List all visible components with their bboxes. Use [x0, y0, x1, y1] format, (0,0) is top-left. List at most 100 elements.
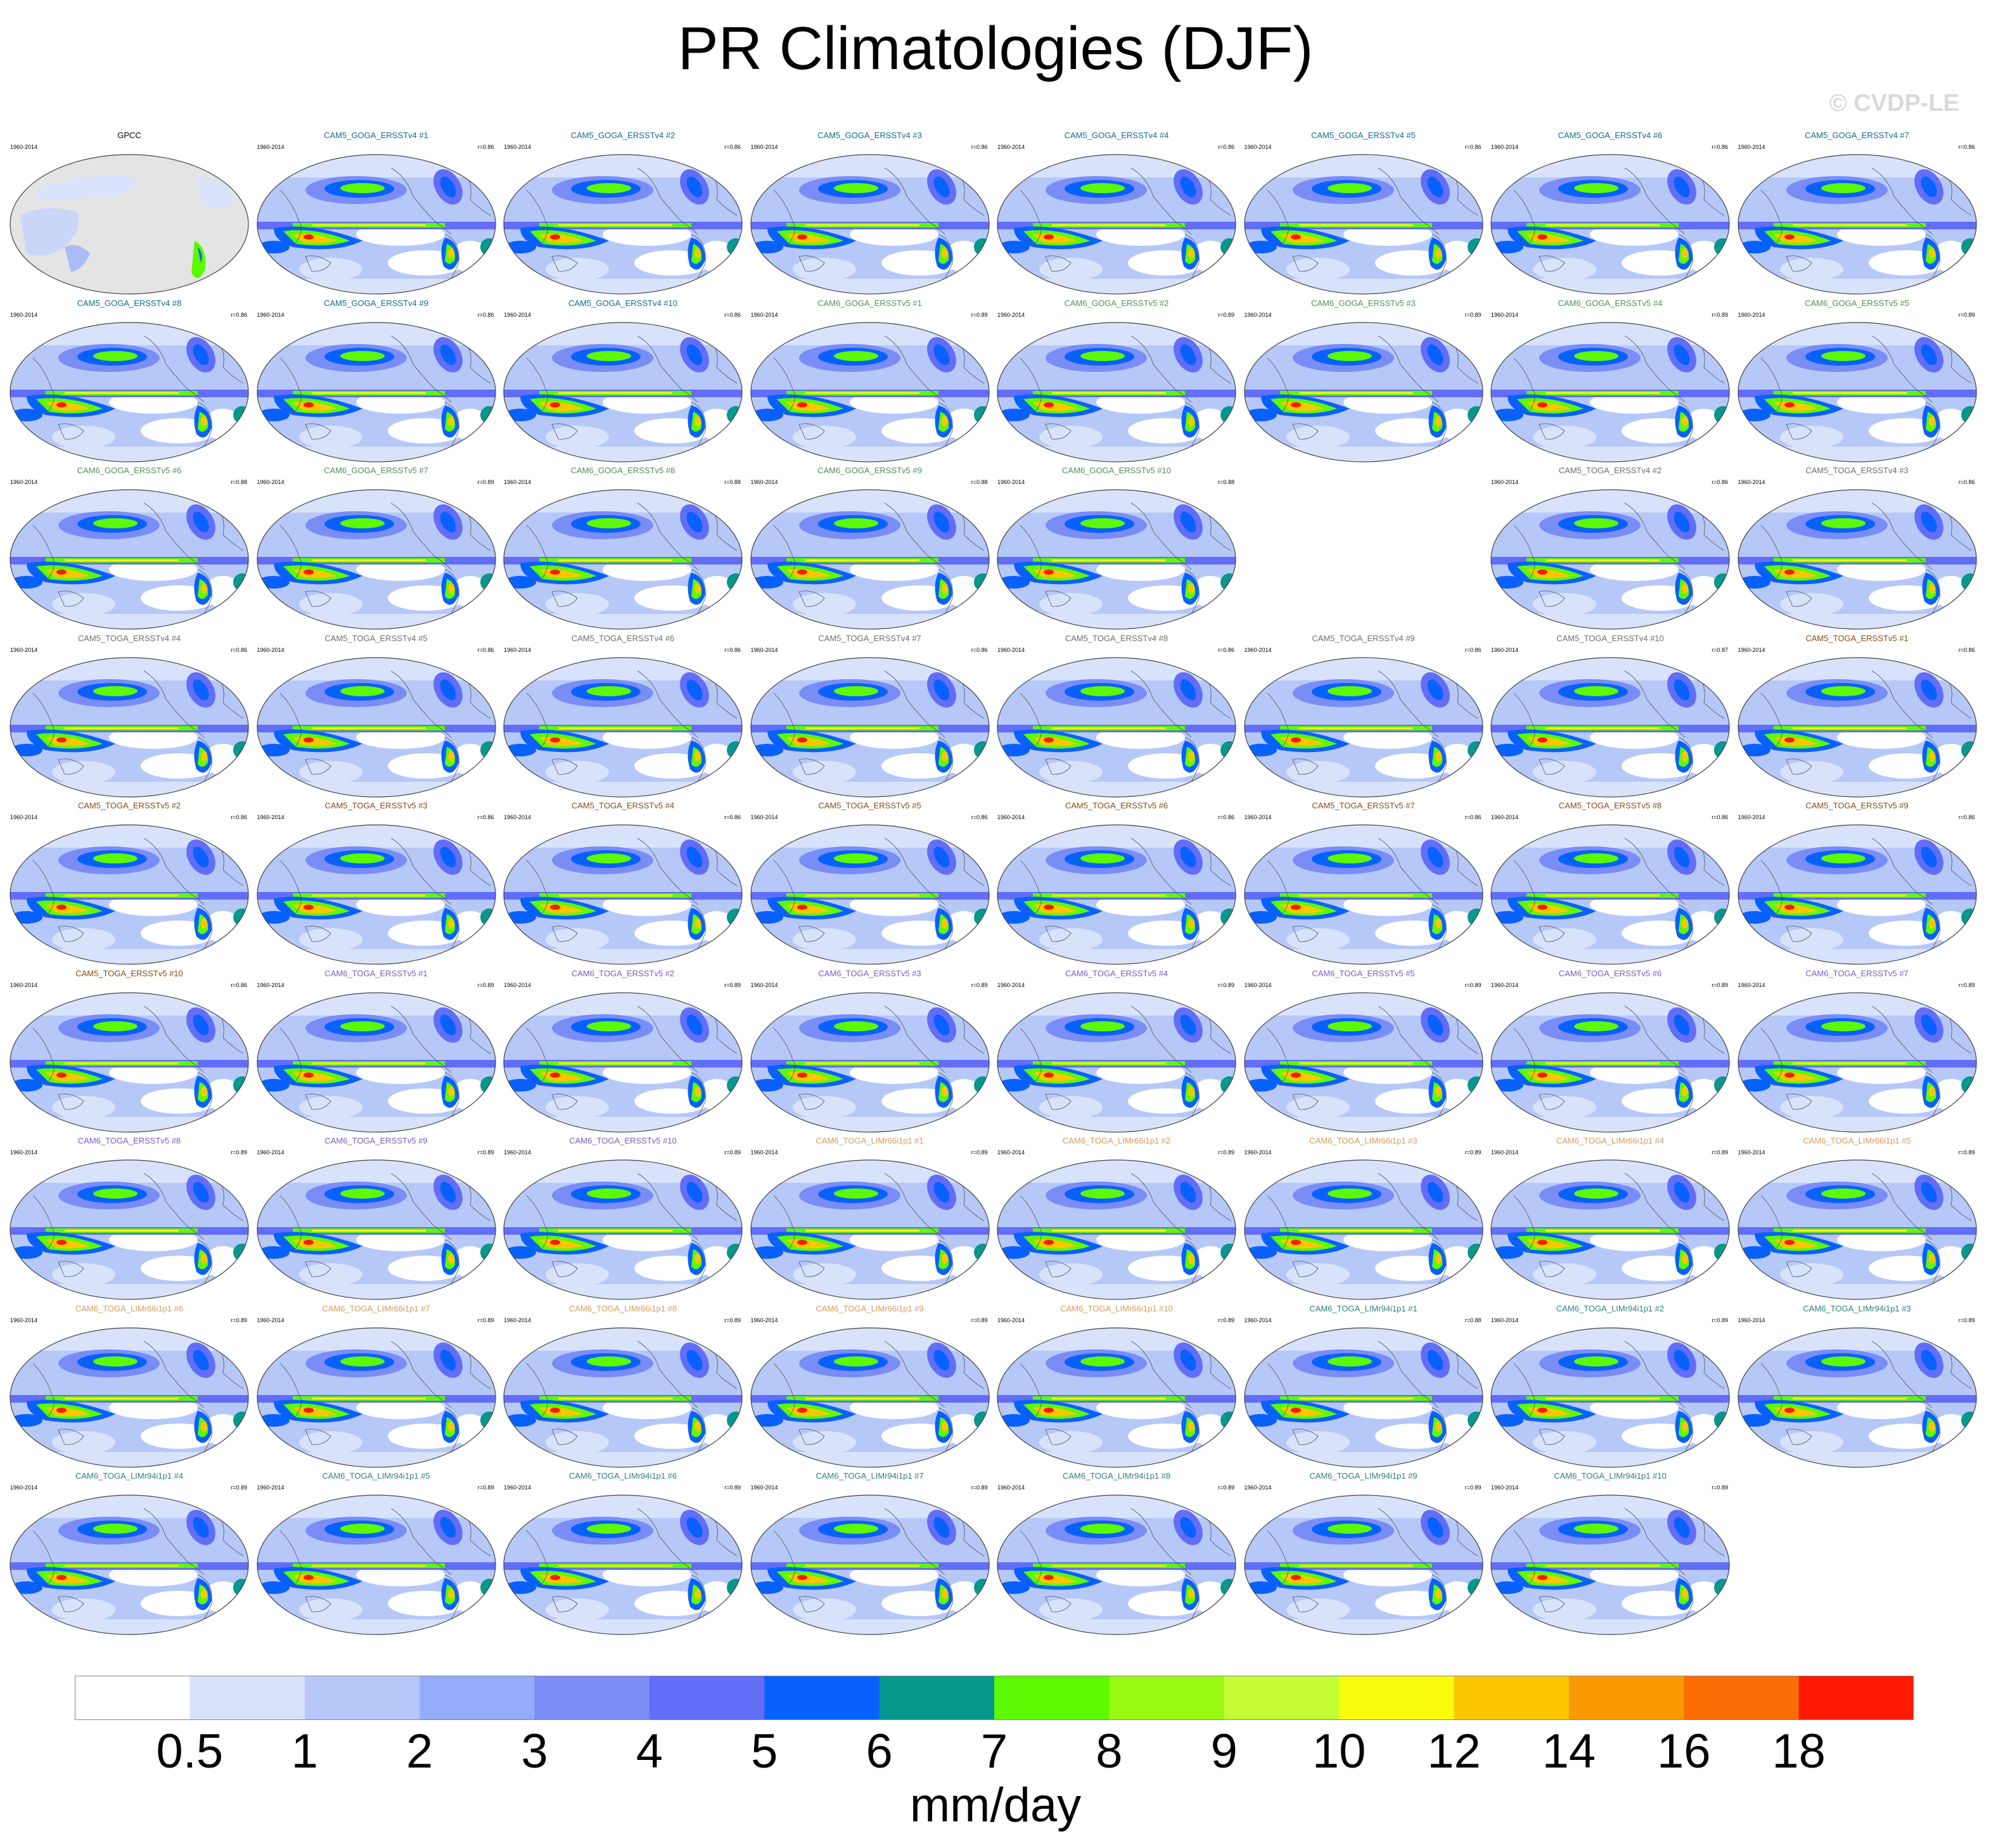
panel-title: CAM6_TOGA_ERSSTv5 #4 [1065, 968, 1168, 978]
colorbar [75, 1676, 1914, 1720]
panel-title: CAM6_GOGA_ERSSTv5 #1 [817, 298, 922, 308]
robinson-map [1737, 1159, 1977, 1300]
robinson-map [10, 1327, 249, 1468]
model-map-panel: CAM5_GOGA_ERSSTv4 #10 1960-2014 r=0.86 [501, 298, 745, 464]
model-map-panel: CAM5_TOGA_ERSSTv5 #2 1960-2014 r=0.86 [8, 801, 251, 967]
model-map-panel: CAM5_GOGA_ERSSTv4 #1 1960-2014 r=0.86 [255, 131, 498, 296]
panel-title: CAM5_GOGA_ERSSTv4 #7 [1805, 131, 1909, 140]
panel-correlation: r=0.88 [231, 479, 247, 485]
panel-years: 1960-2014 [1491, 144, 1519, 150]
panel-years: 1960-2014 [750, 311, 778, 318]
panel-correlation: r=0.89 [477, 479, 494, 485]
model-map-panel: CAM5_TOGA_ERSSTv4 #2 1960-2014 r=0.86 [1488, 466, 1732, 632]
robinson-map [1490, 1159, 1730, 1300]
panel-correlation: r=0.86 [1712, 814, 1728, 820]
panel-correlation: r=0.88 [724, 479, 741, 485]
panel-title: CAM6_TOGA_LIMr94i1p1 #6 [568, 1471, 677, 1481]
model-map-panel: CAM6_TOGA_LIMr66i1p1 #6 1960-2014 r=0.89 [8, 1304, 251, 1470]
robinson-map [503, 1159, 743, 1300]
model-map-panel: CAM6_TOGA_ERSSTv5 #5 1960-2014 r=0.89 [1242, 969, 1485, 1135]
model-map-panel: CAM6_TOGA_LIMr66i1p1 #2 1960-2014 r=0.89 [995, 1136, 1238, 1302]
colorbar-tick-label: 14 [1542, 1724, 1596, 1778]
colorbar-tick-label: 18 [1772, 1724, 1826, 1778]
model-map-panel: CAM5_GOGA_ERSSTv4 #8 1960-2014 r=0.86 [8, 298, 251, 464]
panel-correlation: r=0.86 [724, 646, 741, 653]
page-title: PR Climatologies (DJF) [677, 15, 1314, 82]
model-map-panel: CAM5_TOGA_ERSSTv4 #9 1960-2014 r=0.86 [1242, 634, 1485, 800]
model-map-panel: CAM6_GOGA_ERSSTv5 #8 1960-2014 r=0.88 [501, 466, 745, 632]
robinson-map [503, 489, 743, 630]
panel-years: 1960-2014 [10, 144, 38, 150]
model-map-panel: CAM5_TOGA_ERSSTv5 #1 1960-2014 r=0.86 [1736, 634, 1979, 800]
panel-correlation: r=0.89 [1464, 1149, 1482, 1156]
model-map-panel: CAM6_TOGA_ERSSTv5 #9 1960-2014 r=0.89 [255, 1136, 498, 1302]
panel-correlation: r=0.86 [1712, 144, 1728, 150]
panel-years: 1960-2014 [750, 1316, 778, 1323]
model-map-panel: CAM6_TOGA_LIMr66i1p1 #9 1960-2014 r=0.89 [748, 1304, 992, 1470]
panel-years: 1960-2014 [750, 479, 778, 485]
panel-title: CAM5_TOGA_ERSSTv5 #5 [818, 801, 921, 810]
colorbar-swatch [1684, 1676, 1800, 1720]
model-map-panel: CAM6_GOGA_ERSSTv5 #1 1960-2014 r=0.89 [748, 298, 992, 464]
panel-correlation: r=0.86 [971, 814, 988, 820]
robinson-map [10, 1494, 249, 1635]
robinson-map [10, 489, 249, 630]
panel-title: CAM6_TOGA_LIMr66i1p1 #2 [1062, 1136, 1171, 1145]
panel-correlation: r=0.86 [971, 646, 988, 653]
panel-years: 1960-2014 [10, 981, 38, 988]
model-map-panel: CAM5_TOGA_ERSSTv5 #3 1960-2014 r=0.86 [255, 801, 498, 967]
model-map-panel: CAM6_GOGA_ERSSTv5 #9 1960-2014 r=0.88 [748, 466, 992, 632]
panel-title: CAM5_TOGA_ERSSTv5 #10 [75, 968, 183, 978]
model-map-panel: CAM5_GOGA_ERSSTv4 #3 1960-2014 r=0.86 [748, 131, 992, 296]
panel-title: CAM5_TOGA_ERSSTv4 #8 [1065, 633, 1168, 643]
panel-years: 1960-2014 [997, 1316, 1025, 1323]
panel-correlation: r=0.86 [1218, 814, 1234, 820]
robinson-map [997, 1327, 1236, 1468]
model-map-panel: CAM5_TOGA_ERSSTv5 #7 1960-2014 r=0.86 [1242, 801, 1485, 967]
panel-correlation: r=0.86 [231, 814, 247, 820]
robinson-map [256, 154, 496, 295]
model-map-panel: CAM5_GOGA_ERSSTv4 #2 1960-2014 r=0.86 [501, 131, 745, 296]
robinson-map [997, 656, 1236, 798]
model-map-panel: CAM6_TOGA_LIMr94i1p1 #4 1960-2014 r=0.89 [8, 1471, 251, 1637]
robinson-map [1490, 1494, 1730, 1635]
panel-title: CAM5_TOGA_ERSSTv5 #3 [324, 801, 428, 810]
panel-correlation: r=0.89 [477, 1484, 494, 1491]
panel-correlation: r=0.88 [971, 479, 988, 485]
model-map-panel: CAM5_TOGA_ERSSTv4 #10 1960-2014 r=0.87 [1488, 634, 1732, 800]
panel-years: 1960-2014 [257, 1484, 285, 1491]
robinson-map [256, 656, 496, 798]
panel-title: CAM5_TOGA_ERSSTv4 #2 [1558, 466, 1662, 475]
model-map-panel: CAM5_TOGA_ERSSTv4 #7 1960-2014 r=0.86 [748, 634, 992, 800]
panel-years: 1960-2014 [257, 646, 285, 653]
colorbar-tick-label: 1 [291, 1724, 318, 1778]
panel-years: 1960-2014 [1491, 311, 1519, 318]
model-map-panel: CAM5_TOGA_ERSSTv5 #8 1960-2014 r=0.86 [1488, 801, 1732, 967]
panel-years: 1960-2014 [1738, 479, 1765, 485]
robinson-map [10, 656, 249, 798]
panel-title: CAM5_TOGA_ERSSTv4 #5 [324, 633, 428, 643]
robinson-map [1243, 656, 1483, 798]
model-map-panel: CAM5_TOGA_ERSSTv4 #6 1960-2014 r=0.86 [501, 634, 745, 800]
panel-years: 1960-2014 [1491, 1484, 1519, 1491]
robinson-map [1737, 321, 1977, 462]
model-map-panel: CAM6_TOGA_ERSSTv5 #4 1960-2014 r=0.89 [995, 969, 1238, 1135]
model-map-panel: CAM6_TOGA_LIMr94i1p1 #7 1960-2014 r=0.89 [748, 1471, 992, 1637]
panel-years: 1960-2014 [1738, 311, 1765, 318]
panel-years: 1960-2014 [1738, 981, 1765, 988]
robinson-map [1490, 824, 1730, 965]
model-map-panel: CAM5_TOGA_ERSSTv5 #10 1960-2014 r=0.86 [8, 969, 251, 1135]
panel-title: CAM5_TOGA_ERSSTv5 #2 [77, 801, 181, 810]
panel-correlation: r=0.89 [231, 1149, 247, 1156]
model-map-panel: CAM6_TOGA_ERSSTv5 #6 1960-2014 r=0.89 [1488, 969, 1732, 1135]
model-map-panel: CAM6_TOGA_ERSSTv5 #3 1960-2014 r=0.89 [748, 969, 992, 1135]
colorbar-tick-label: 16 [1656, 1724, 1711, 1778]
panel-correlation: r=0.89 [1464, 311, 1482, 318]
panel-title: CAM6_TOGA_ERSSTv5 #8 [77, 1136, 181, 1145]
panel-title: CAM5_TOGA_ERSSTv4 #9 [1312, 633, 1415, 643]
model-map-panel: CAM6_TOGA_ERSSTv5 #8 1960-2014 r=0.89 [8, 1136, 251, 1302]
robinson-map [750, 824, 990, 965]
panel-years: 1960-2014 [504, 479, 532, 485]
panel-years: 1960-2014 [750, 144, 778, 150]
panel-correlation: r=0.89 [971, 1316, 988, 1323]
